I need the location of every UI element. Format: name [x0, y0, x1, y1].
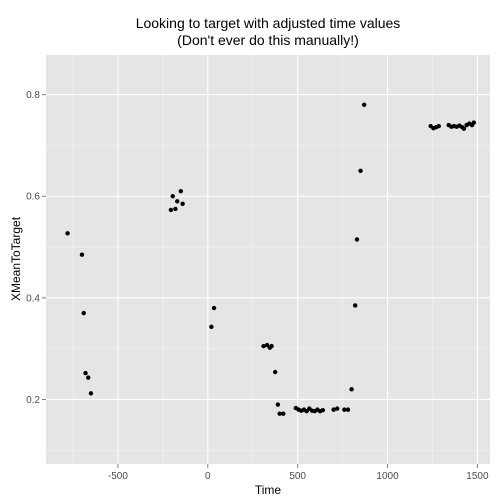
- data-point: [88, 391, 94, 396]
- data-point: [361, 102, 367, 107]
- data-point: [83, 370, 88, 376]
- data-point: [86, 375, 91, 380]
- data-point: [277, 411, 282, 416]
- major-grid: [46, 55, 490, 464]
- x-tick-label: 500: [289, 471, 306, 482]
- x-axis-title: Time: [255, 483, 282, 497]
- data-point: [349, 387, 354, 392]
- x-tick-label: 0: [205, 471, 211, 482]
- data-point: [436, 123, 441, 129]
- data-point: [209, 324, 214, 330]
- data-point: [352, 303, 358, 308]
- data-point: [358, 168, 363, 174]
- data-point: [173, 206, 178, 212]
- data-point: [65, 231, 70, 236]
- data-point: [354, 237, 360, 242]
- y-axis-title: XMeanToTarget: [9, 216, 23, 301]
- data-point: [320, 407, 326, 413]
- data-point: [81, 310, 86, 316]
- data-point: [461, 126, 467, 131]
- data-points: [65, 102, 477, 416]
- data-point: [170, 194, 175, 199]
- plot-panel: [46, 55, 490, 464]
- data-point: [175, 199, 180, 204]
- data-point: [180, 201, 185, 207]
- minor-grid: [46, 55, 490, 464]
- data-point: [269, 343, 274, 349]
- data-point: [345, 407, 351, 412]
- x-tick-label: -500: [108, 471, 128, 482]
- y-tick-label: 0.6: [26, 192, 40, 203]
- y-tick-label: 0.2: [26, 395, 40, 406]
- data-point: [281, 411, 286, 416]
- data-point: [211, 305, 217, 311]
- data-point: [272, 369, 278, 375]
- data-point: [331, 407, 336, 412]
- data-point: [471, 120, 477, 125]
- x-tick-label: 1500: [466, 471, 489, 482]
- data-point: [342, 407, 347, 412]
- y-tick-label: 0.8: [26, 90, 40, 101]
- y-axis-ticks: 0.2 0.4 0.6 0.8: [26, 90, 46, 406]
- x-tick-label: 1000: [376, 471, 399, 482]
- data-point: [79, 252, 85, 257]
- data-point: [275, 402, 281, 407]
- x-axis-ticks: -500 0 500 1000 1500: [108, 464, 489, 482]
- data-point: [335, 406, 340, 411]
- chart-title: Looking to target with adjusted time val…: [136, 15, 401, 31]
- data-point: [178, 188, 184, 194]
- y-tick-label: 0.4: [26, 293, 40, 304]
- data-point: [261, 343, 266, 349]
- data-point: [168, 207, 174, 213]
- chart-subtitle: (Don't ever do this manually!): [177, 32, 359, 48]
